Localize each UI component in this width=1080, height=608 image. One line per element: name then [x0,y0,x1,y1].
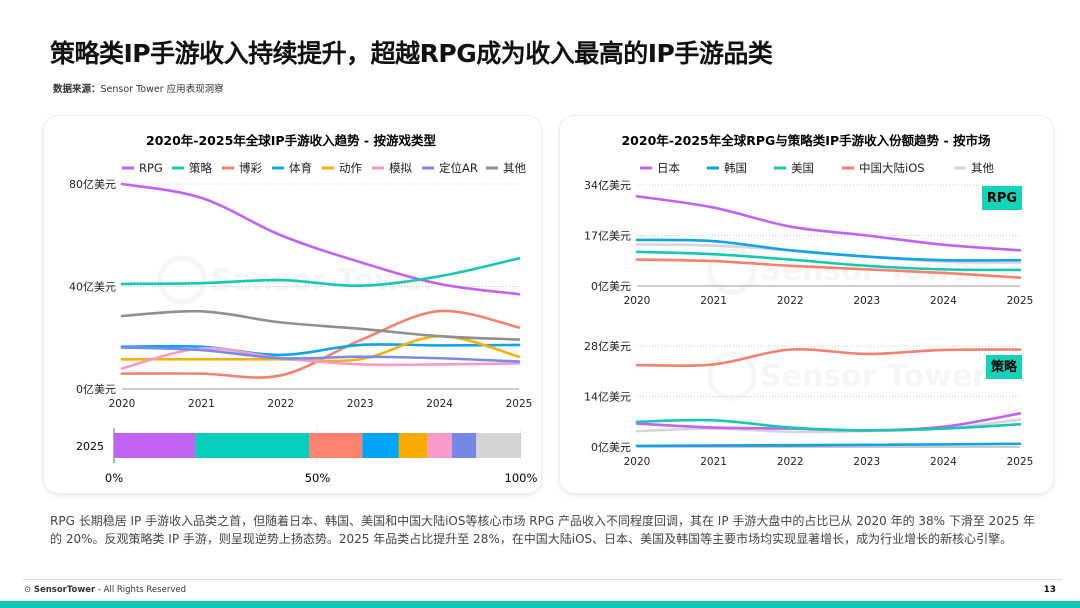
series-line-韩国 [635,442,1022,448]
series-line-日本 [635,194,1022,252]
footer-rights: - All Rights Reserved [95,585,186,595]
watermark-logo-icon [157,255,207,305]
watermark-logo-icon [707,245,757,295]
y-tick-label: 14亿美元 [584,391,631,404]
footer-divider [22,579,1062,580]
legend-label: 其他 [503,161,526,175]
legend-label: 中国大陆iOS [859,161,925,175]
y-tick-label: 40亿美元 [69,281,116,294]
bar-category-label: 2025 [76,440,104,453]
panel-badge-label: 策略 [991,359,1018,375]
x-tick-label: 2022 [777,456,804,468]
x-tick-label: 2020 [624,456,651,468]
bar-segment-博彩 [309,433,363,458]
x-tick-label: 2021 [700,456,727,468]
legend-label: 模拟 [389,161,412,175]
source-text: Sensor Tower 应用表现洞察 [100,84,224,95]
watermark-logo-icon [707,351,757,401]
x-tick-label: 2025 [1007,456,1034,468]
series-line-美国 [635,250,1022,272]
bar-segment-动作 [398,433,428,458]
legend-label: 其他 [971,161,994,175]
x-tick-label: 2021 [700,295,727,307]
legend-label: 博彩 [239,161,262,175]
bar-segment-定位AR [451,433,477,458]
legend-label: 动作 [339,161,362,175]
legend-label: 韩国 [724,161,747,175]
chart-title: 2020年-2025年全球RPG与策略类IP手游收入份额趋势 - 按市场 [621,133,990,148]
data-source: 数据来源：Sensor Tower 应用表现洞察 [53,81,224,95]
sensortower-logo-icon: ⊙ [24,585,34,595]
source-label: 数据来源： [53,84,101,95]
y-tick-label: 0亿美元 [591,441,631,454]
legend-label: 策略 [189,161,212,175]
y-tick-label: 17亿美元 [584,230,631,243]
bar-segment-策略 [195,433,310,458]
x-tick-label: 2020 [624,295,651,307]
legend-label: RPG [139,161,163,175]
series-line-策略 [120,257,521,288]
description-text: RPG 长期稳居 IP 手游收入品类之首，但随着日本、韩国、美国和中国大陆iOS… [50,514,1036,546]
bar-x-tick-label: 100% [505,471,538,485]
x-tick-label: 2022 [777,295,804,307]
series-line-其他 [120,309,521,341]
series-line-中国大陆iOS [635,347,1022,368]
x-tick-label: 2022 [267,398,294,410]
y-tick-label: 34亿美元 [584,179,631,192]
series-line-体育 [120,343,521,357]
panel-badge [986,355,1022,379]
genre-chart-card [44,116,541,493]
y-tick-label: 0亿美元 [76,383,116,396]
series-line-韩国 [635,238,1022,262]
x-tick-label: 2023 [347,398,374,410]
page-title: 策略类IP手游收入持续提升，超越RPG成为收入最高的IP手游品类 [50,39,773,68]
legend-label: 定位AR [439,161,478,175]
series-line-定位AR [120,346,521,363]
chart-title: 2020年-2025年全球IP手游收入趋势 - 按游戏类型 [146,133,436,148]
x-tick-label: 2025 [506,398,533,410]
panel-badge-label: RPG [987,191,1017,206]
bar-segment-模拟 [427,433,452,458]
series-line-RPG [120,182,521,296]
page-number: 13 [1043,585,1056,595]
legend-label: 日本 [657,161,680,175]
x-tick-label: 2020 [109,398,136,410]
series-line-美国 [635,418,1022,432]
legend-label: 体育 [289,161,312,175]
watermark: Sensor Tower [760,359,987,394]
x-tick-label: 2025 [1007,295,1034,307]
x-tick-label: 2023 [853,456,880,468]
x-tick-label: 2024 [930,295,957,307]
x-tick-label: 2021 [188,398,215,410]
bar-segment-RPG [114,433,196,458]
x-tick-label: 2024 [426,398,453,410]
y-tick-label: 80亿美元 [69,178,116,191]
y-tick-label: 0亿美元 [591,280,631,293]
bar-x-tick-label: 0% [105,471,123,485]
bar-x-tick-label: 50% [305,471,331,485]
legend-label: 美国 [791,161,814,175]
footer-brand: SensorTower [33,585,96,595]
bar-segment-体育 [362,433,399,458]
panel-badge [982,186,1022,210]
series-line-博彩 [120,309,521,379]
accent-band [0,601,1080,608]
y-tick-label: 28亿美元 [584,340,631,353]
bar-segment-其他 [476,433,521,458]
footer-copyright: ⊙ SensorTower - All Rights Reserved [24,585,186,595]
series-line-中国大陆iOS [635,258,1022,279]
x-tick-label: 2024 [930,456,957,468]
x-tick-label: 2023 [853,295,880,307]
